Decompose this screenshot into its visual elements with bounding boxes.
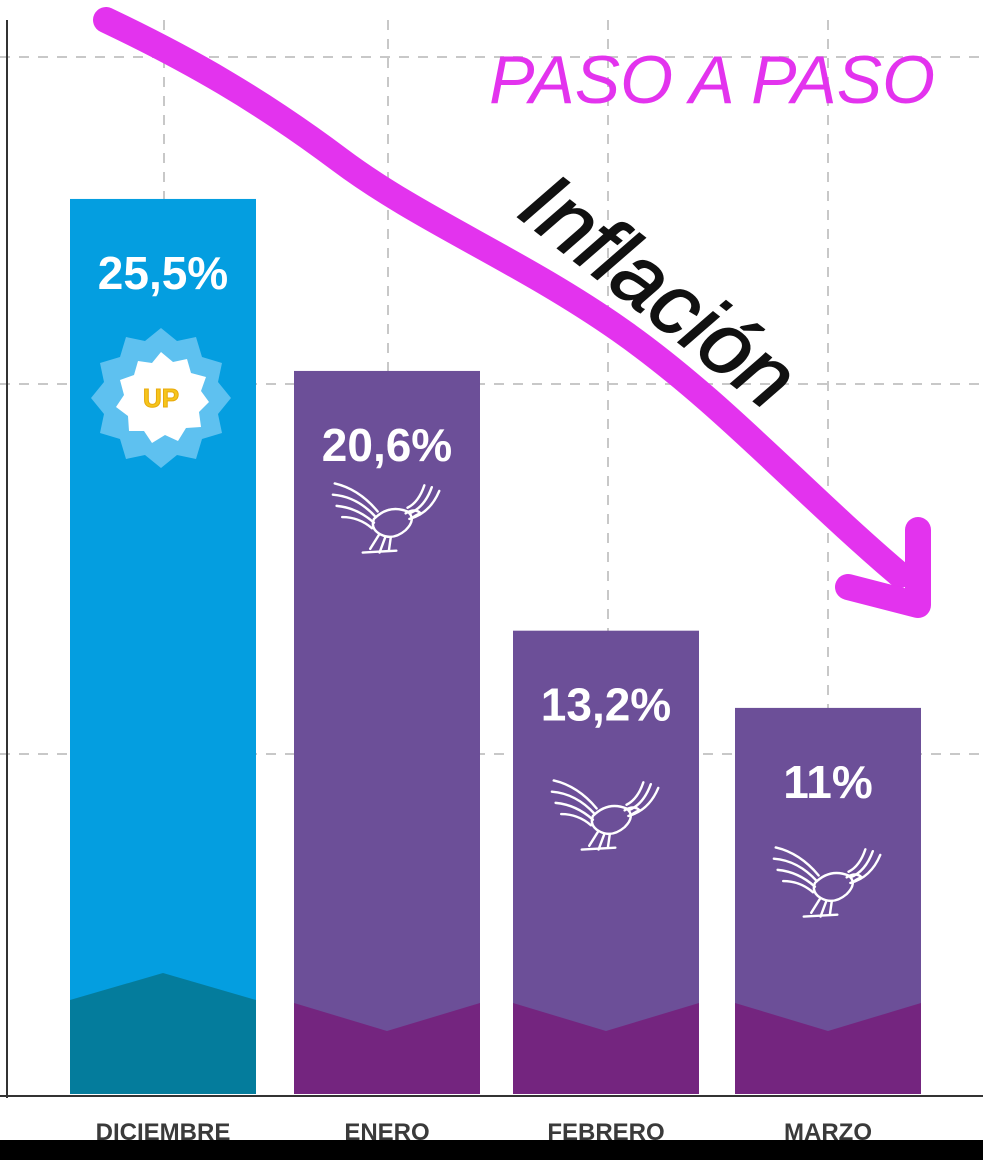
up-badge-icon: UP [91,328,231,468]
data-label-enero: 20,6% [322,419,452,471]
trend-arrow-line [93,7,913,588]
data-label-febrero: 13,2% [541,679,671,731]
data-label-diciembre: 25,5% [98,247,228,299]
data-label-marzo: 11% [783,756,873,808]
bar-base-febrero [513,1003,699,1094]
bar-enero [294,370,480,1094]
headline-title: PASO A PASO [489,42,935,118]
trend-arrow-head [835,517,931,618]
bottom-frame [0,1140,983,1155]
bar-base-diciembre [70,973,256,1094]
up-badge-text: UP [143,383,179,413]
bar-base-enero [294,1003,480,1094]
bar-base-marzo [735,1003,921,1094]
